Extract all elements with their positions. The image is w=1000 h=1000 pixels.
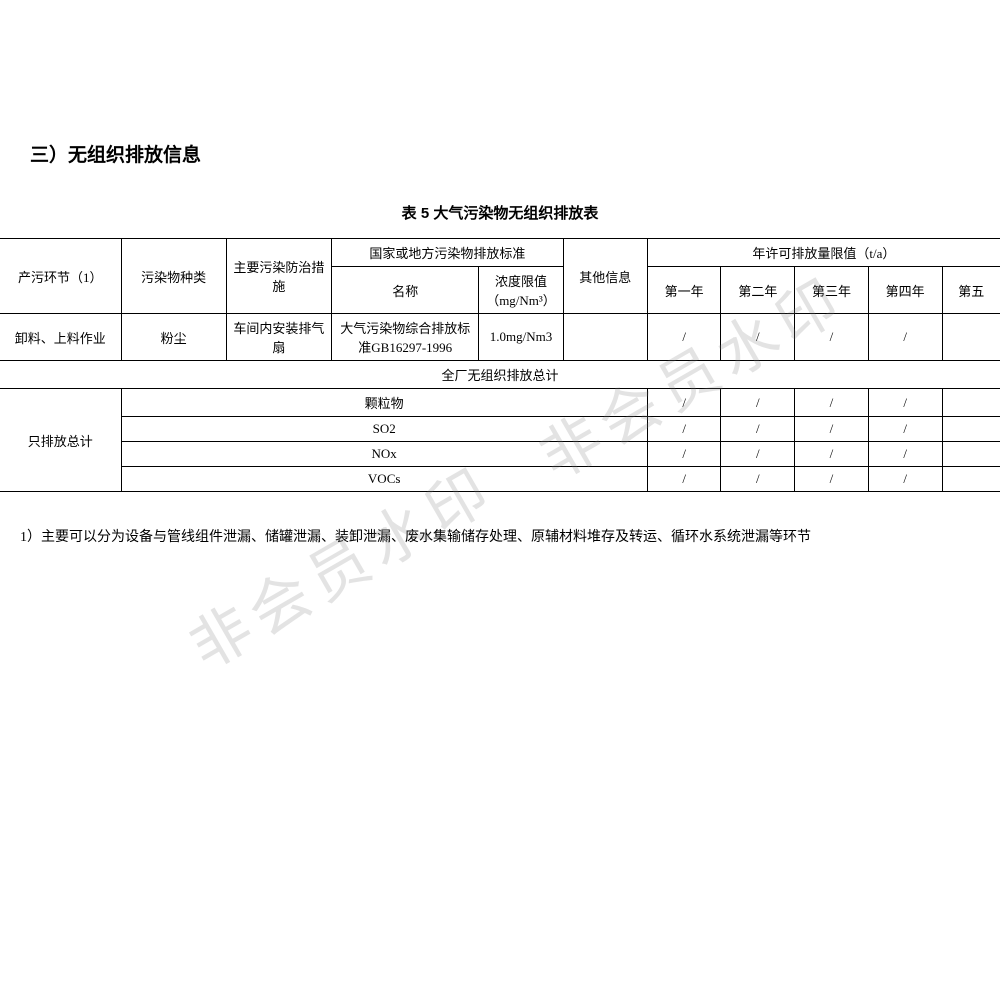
th-col5: 其他信息 (563, 239, 647, 314)
summary-row-0: 只排放总计 颗粒物 / / / / (0, 389, 1000, 417)
th-col4a: 名称 (332, 267, 479, 314)
cell-y3: / (795, 314, 869, 361)
table-title: 表 5 大气污染物无组织排放表 (0, 202, 1000, 223)
cell-standard: 大气污染物综合排放标准GB16297-1996 (332, 314, 479, 361)
summary-1-y1: / (647, 417, 721, 442)
th-col6e: 第五 (942, 267, 1000, 314)
summary-row-3: VOCs / / / / (0, 467, 1000, 492)
cell-link: 卸料、上料作业 (0, 314, 121, 361)
summary-0-y1: / (647, 389, 721, 417)
th-col4-group: 国家或地方污染物排放标准 (332, 239, 564, 267)
summary-row-1: SO2 / / / / (0, 417, 1000, 442)
emissions-table: 产污环节（1） 污染物种类 主要污染防治措施 国家或地方污染物排放标准 其他信息… (0, 238, 1000, 492)
cell-measure: 车间内安装排气扇 (226, 314, 331, 361)
th-col3: 主要污染防治措施 (226, 239, 331, 314)
summary-0-y4: / (868, 389, 942, 417)
data-row: 卸料、上料作业 粉尘 车间内安装排气扇 大气污染物综合排放标准GB16297-1… (0, 314, 1000, 361)
cell-y5 (942, 314, 1000, 361)
header-row-1: 产污环节（1） 污染物种类 主要污染防治措施 国家或地方污染物排放标准 其他信息… (0, 239, 1000, 267)
section-title: 三）无组织排放信息 (30, 140, 1000, 167)
summary-name-3: VOCs (121, 467, 647, 492)
summary-label: 只排放总计 (0, 389, 121, 492)
sub-header: 全厂无组织排放总计 (0, 361, 1000, 389)
cell-y2: / (721, 314, 795, 361)
summary-2-y5 (942, 442, 1000, 467)
footnote: 1）主要可以分为设备与管线组件泄漏、储罐泄漏、装卸泄漏、废水集输储存处理、原辅材… (20, 527, 1000, 548)
th-col2: 污染物种类 (121, 239, 226, 314)
summary-3-y1: / (647, 467, 721, 492)
th-col6-group: 年许可排放量限值（t/a） (647, 239, 1000, 267)
cell-pollutant: 粉尘 (121, 314, 226, 361)
summary-2-y2: / (721, 442, 795, 467)
summary-name-1: SO2 (121, 417, 647, 442)
summary-2-y1: / (647, 442, 721, 467)
cell-y4: / (868, 314, 942, 361)
document-content: 三）无组织排放信息 表 5 大气污染物无组织排放表 产污环节（1） 污染物种类 … (0, 0, 1000, 548)
th-col6d: 第四年 (868, 267, 942, 314)
sub-header-row: 全厂无组织排放总计 (0, 361, 1000, 389)
summary-row-2: NOx / / / / (0, 442, 1000, 467)
th-col1: 产污环节（1） (0, 239, 121, 314)
th-col6a: 第一年 (647, 267, 721, 314)
summary-1-y3: / (795, 417, 869, 442)
cell-other (563, 314, 647, 361)
summary-3-y5 (942, 467, 1000, 492)
summary-2-y3: / (795, 442, 869, 467)
summary-0-y3: / (795, 389, 869, 417)
summary-0-y5 (942, 389, 1000, 417)
summary-name-2: NOx (121, 442, 647, 467)
summary-1-y4: / (868, 417, 942, 442)
cell-limit: 1.0mg/Nm3 (479, 314, 563, 361)
th-col6b: 第二年 (721, 267, 795, 314)
summary-1-y5 (942, 417, 1000, 442)
summary-1-y2: / (721, 417, 795, 442)
summary-0-y2: / (721, 389, 795, 417)
summary-name-0: 颗粒物 (121, 389, 647, 417)
cell-y1: / (647, 314, 721, 361)
th-col6c: 第三年 (795, 267, 869, 314)
summary-2-y4: / (868, 442, 942, 467)
summary-3-y2: / (721, 467, 795, 492)
summary-3-y4: / (868, 467, 942, 492)
th-col4b: 浓度限值（mg/Nm³） (479, 267, 563, 314)
summary-3-y3: / (795, 467, 869, 492)
